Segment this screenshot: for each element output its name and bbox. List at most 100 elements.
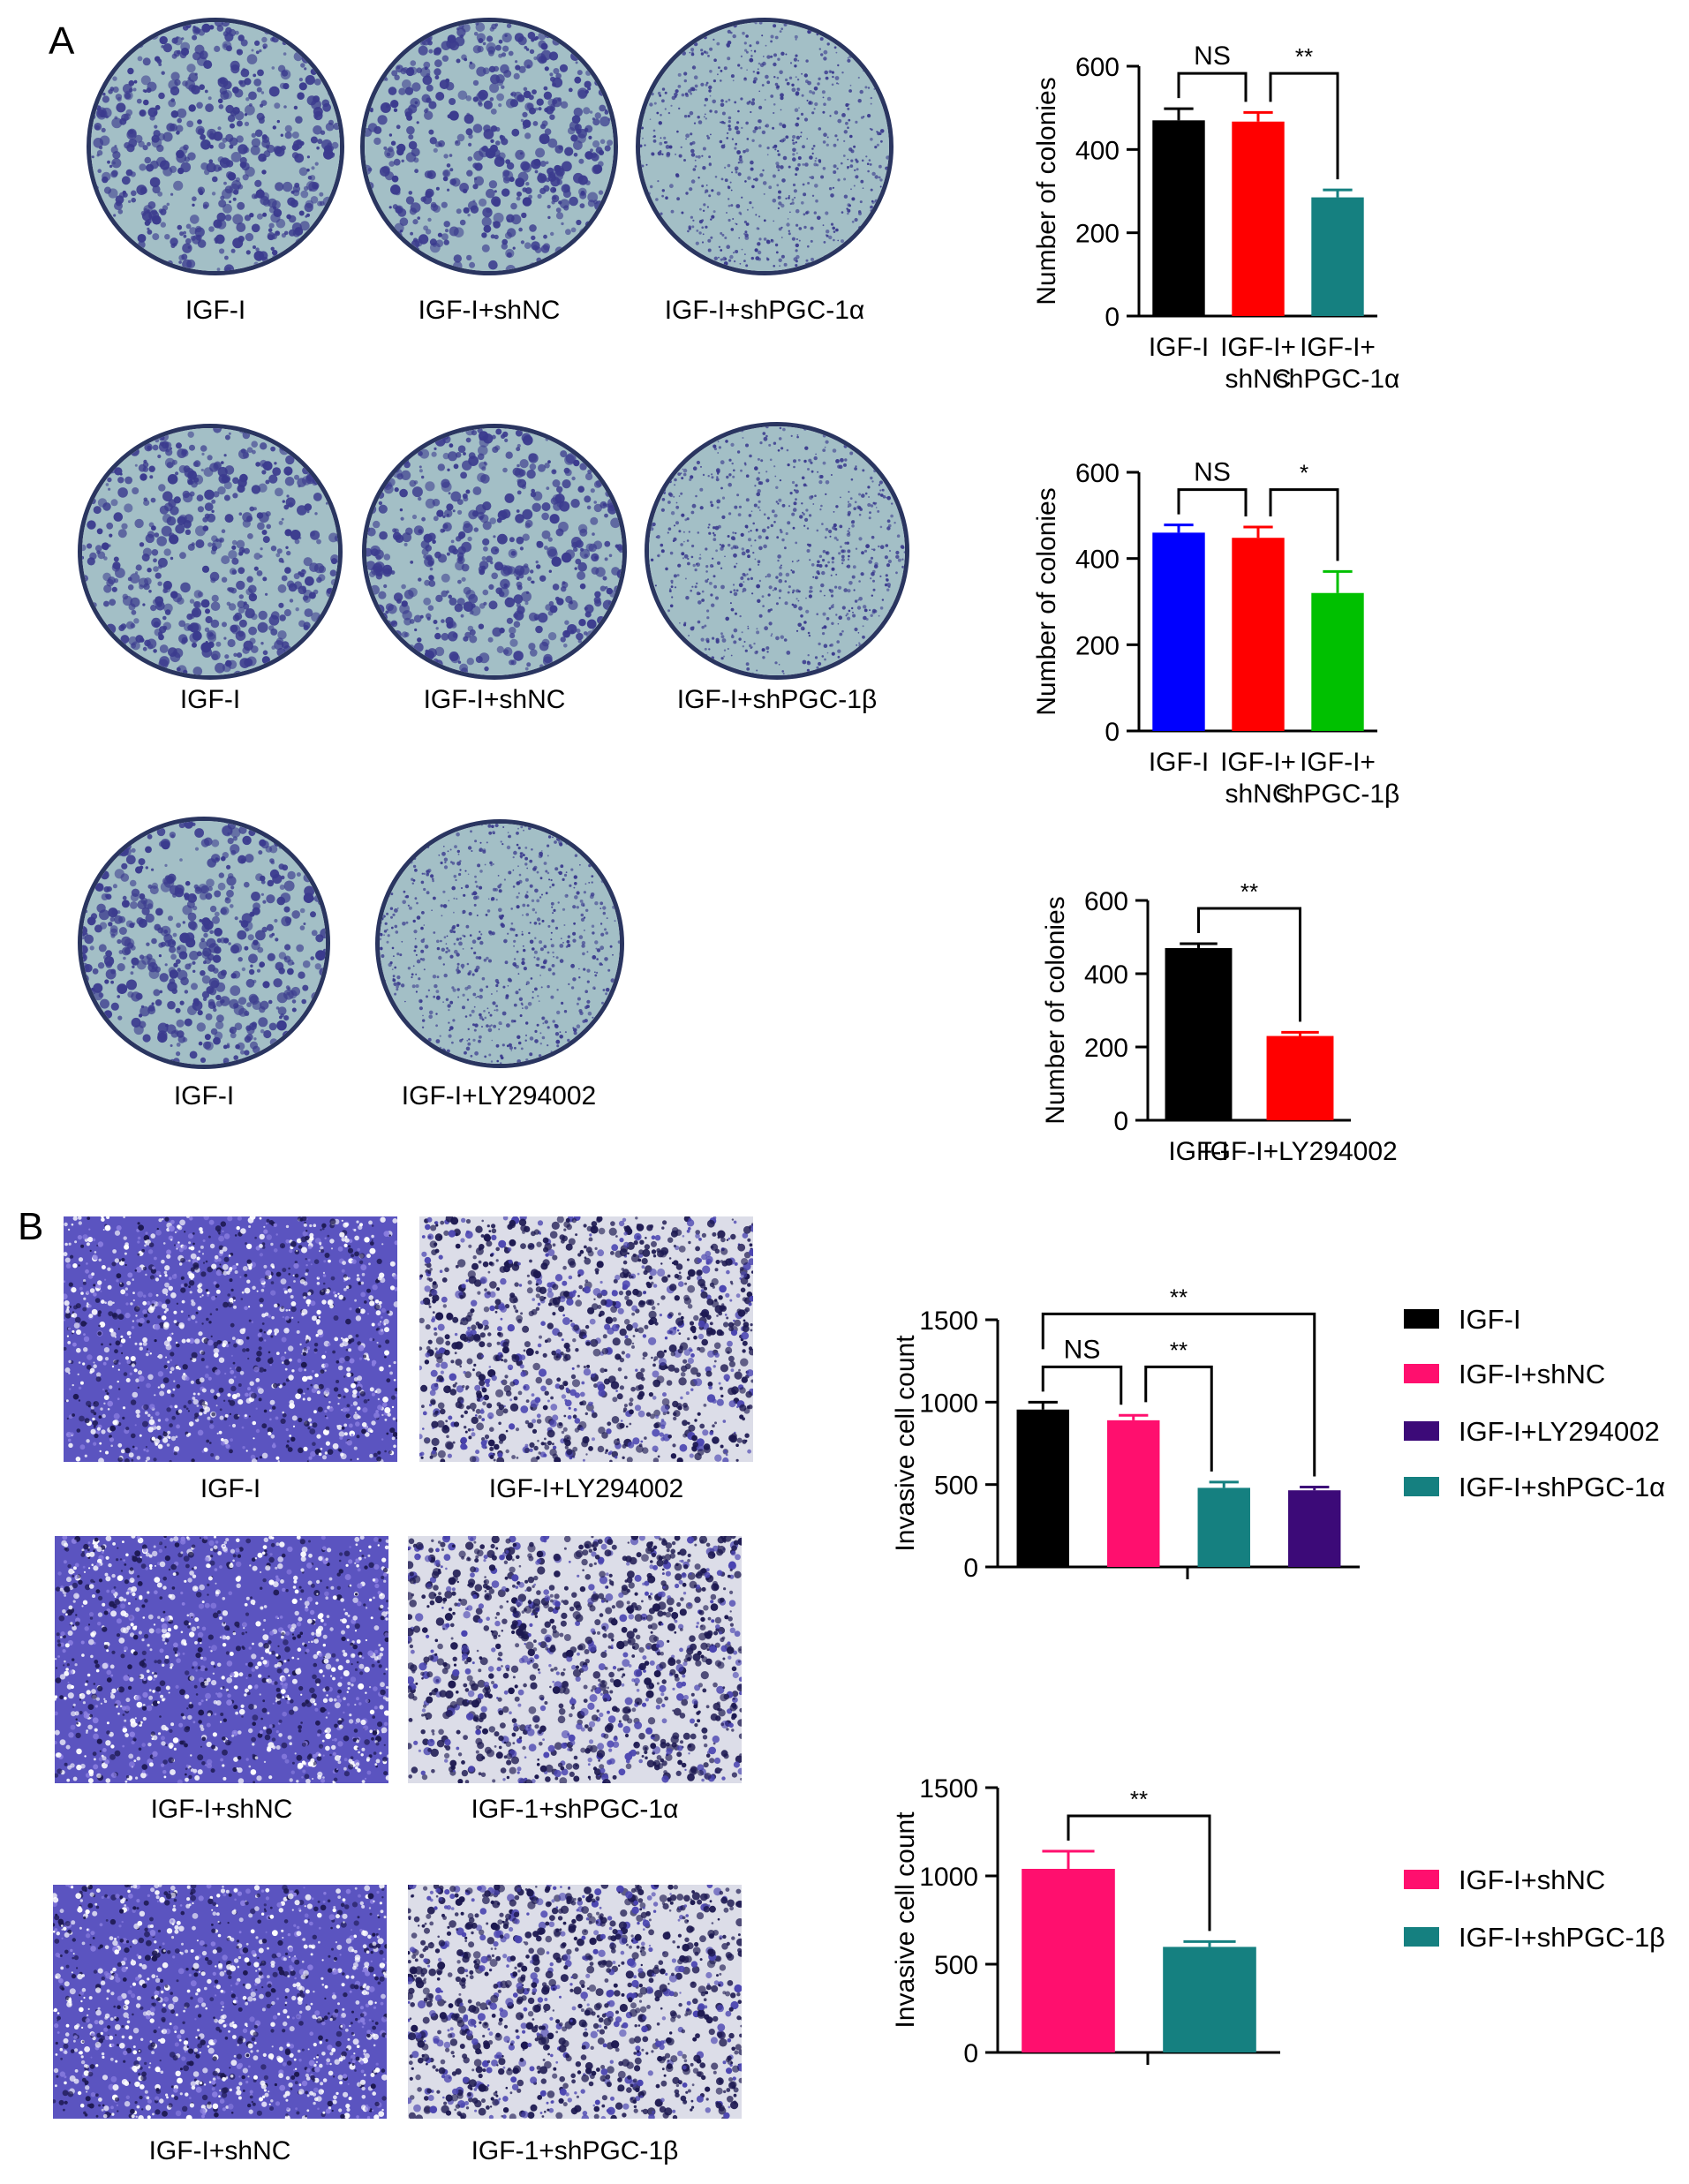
colony	[680, 492, 683, 495]
colony	[763, 56, 765, 57]
colony	[671, 631, 676, 636]
colony	[316, 1036, 324, 1044]
colony	[298, 210, 305, 216]
colony	[224, 514, 234, 523]
colony	[155, 999, 162, 1006]
colony	[878, 132, 882, 136]
colony	[640, 177, 643, 181]
colony	[694, 585, 697, 589]
colony	[712, 531, 715, 535]
colony	[284, 1043, 294, 1052]
colony	[800, 135, 802, 138]
colony	[399, 508, 403, 512]
colony	[719, 543, 721, 546]
colony	[867, 502, 871, 508]
colony	[408, 191, 413, 195]
colony	[741, 126, 743, 130]
colony	[824, 255, 827, 259]
colony	[283, 609, 291, 617]
colony	[319, 968, 326, 976]
colony	[705, 668, 709, 672]
colony	[449, 154, 453, 157]
colony	[822, 549, 826, 554]
colony	[501, 238, 508, 245]
colony	[220, 906, 230, 915]
colony	[170, 953, 177, 960]
colony	[858, 642, 861, 644]
colony	[745, 264, 749, 267]
colony	[84, 995, 94, 1005]
colony	[105, 54, 112, 61]
colony	[200, 642, 212, 653]
colony	[856, 22, 859, 25]
colony	[525, 48, 530, 51]
colony	[839, 524, 843, 529]
colony	[274, 1048, 277, 1052]
colony	[870, 75, 872, 78]
colony	[255, 930, 266, 941]
colony	[170, 192, 174, 196]
colony	[600, 75, 606, 79]
colony	[773, 265, 775, 267]
colony	[718, 66, 720, 69]
colony	[182, 1037, 188, 1043]
colony	[861, 449, 864, 453]
colony	[841, 666, 845, 671]
colony	[848, 609, 851, 613]
colony	[819, 37, 824, 41]
colony	[562, 161, 572, 172]
colony	[98, 79, 104, 86]
colony	[674, 248, 677, 252]
colony	[701, 241, 705, 244]
colony	[526, 469, 536, 479]
colony	[680, 146, 682, 148]
colony	[756, 492, 760, 497]
colony	[168, 670, 178, 675]
colony	[795, 223, 799, 227]
colony	[262, 576, 268, 582]
colony	[749, 57, 754, 63]
colony	[488, 600, 498, 610]
colony	[428, 129, 434, 135]
colony	[223, 43, 228, 49]
colony	[99, 237, 105, 244]
colony	[663, 492, 666, 494]
colony	[91, 248, 94, 254]
colony	[601, 477, 609, 485]
colony	[656, 631, 660, 636]
colony	[309, 821, 313, 825]
colony	[191, 542, 195, 546]
colony	[311, 99, 321, 110]
colony	[796, 79, 800, 81]
colony	[228, 603, 237, 611]
colony	[670, 649, 673, 651]
colony	[640, 22, 644, 26]
colony	[517, 584, 523, 591]
colony	[645, 163, 648, 166]
colony	[774, 243, 779, 247]
colony	[765, 426, 769, 429]
colony	[593, 448, 599, 453]
colony	[564, 455, 575, 465]
colony	[746, 208, 749, 211]
colony	[832, 226, 835, 230]
colony	[441, 573, 450, 583]
colony	[795, 38, 797, 41]
colony	[82, 450, 86, 456]
colony	[253, 553, 261, 561]
colony	[445, 428, 452, 433]
colony	[882, 74, 887, 79]
colony	[727, 535, 730, 538]
colony	[131, 847, 136, 853]
colony	[163, 930, 169, 934]
colony	[785, 197, 788, 200]
colony	[549, 72, 554, 77]
colony	[867, 486, 871, 489]
colony	[211, 499, 216, 504]
colony	[157, 1032, 168, 1043]
colony	[601, 220, 611, 230]
colony	[667, 641, 671, 645]
colony	[201, 452, 205, 456]
colony	[396, 599, 402, 604]
colony	[403, 649, 409, 654]
